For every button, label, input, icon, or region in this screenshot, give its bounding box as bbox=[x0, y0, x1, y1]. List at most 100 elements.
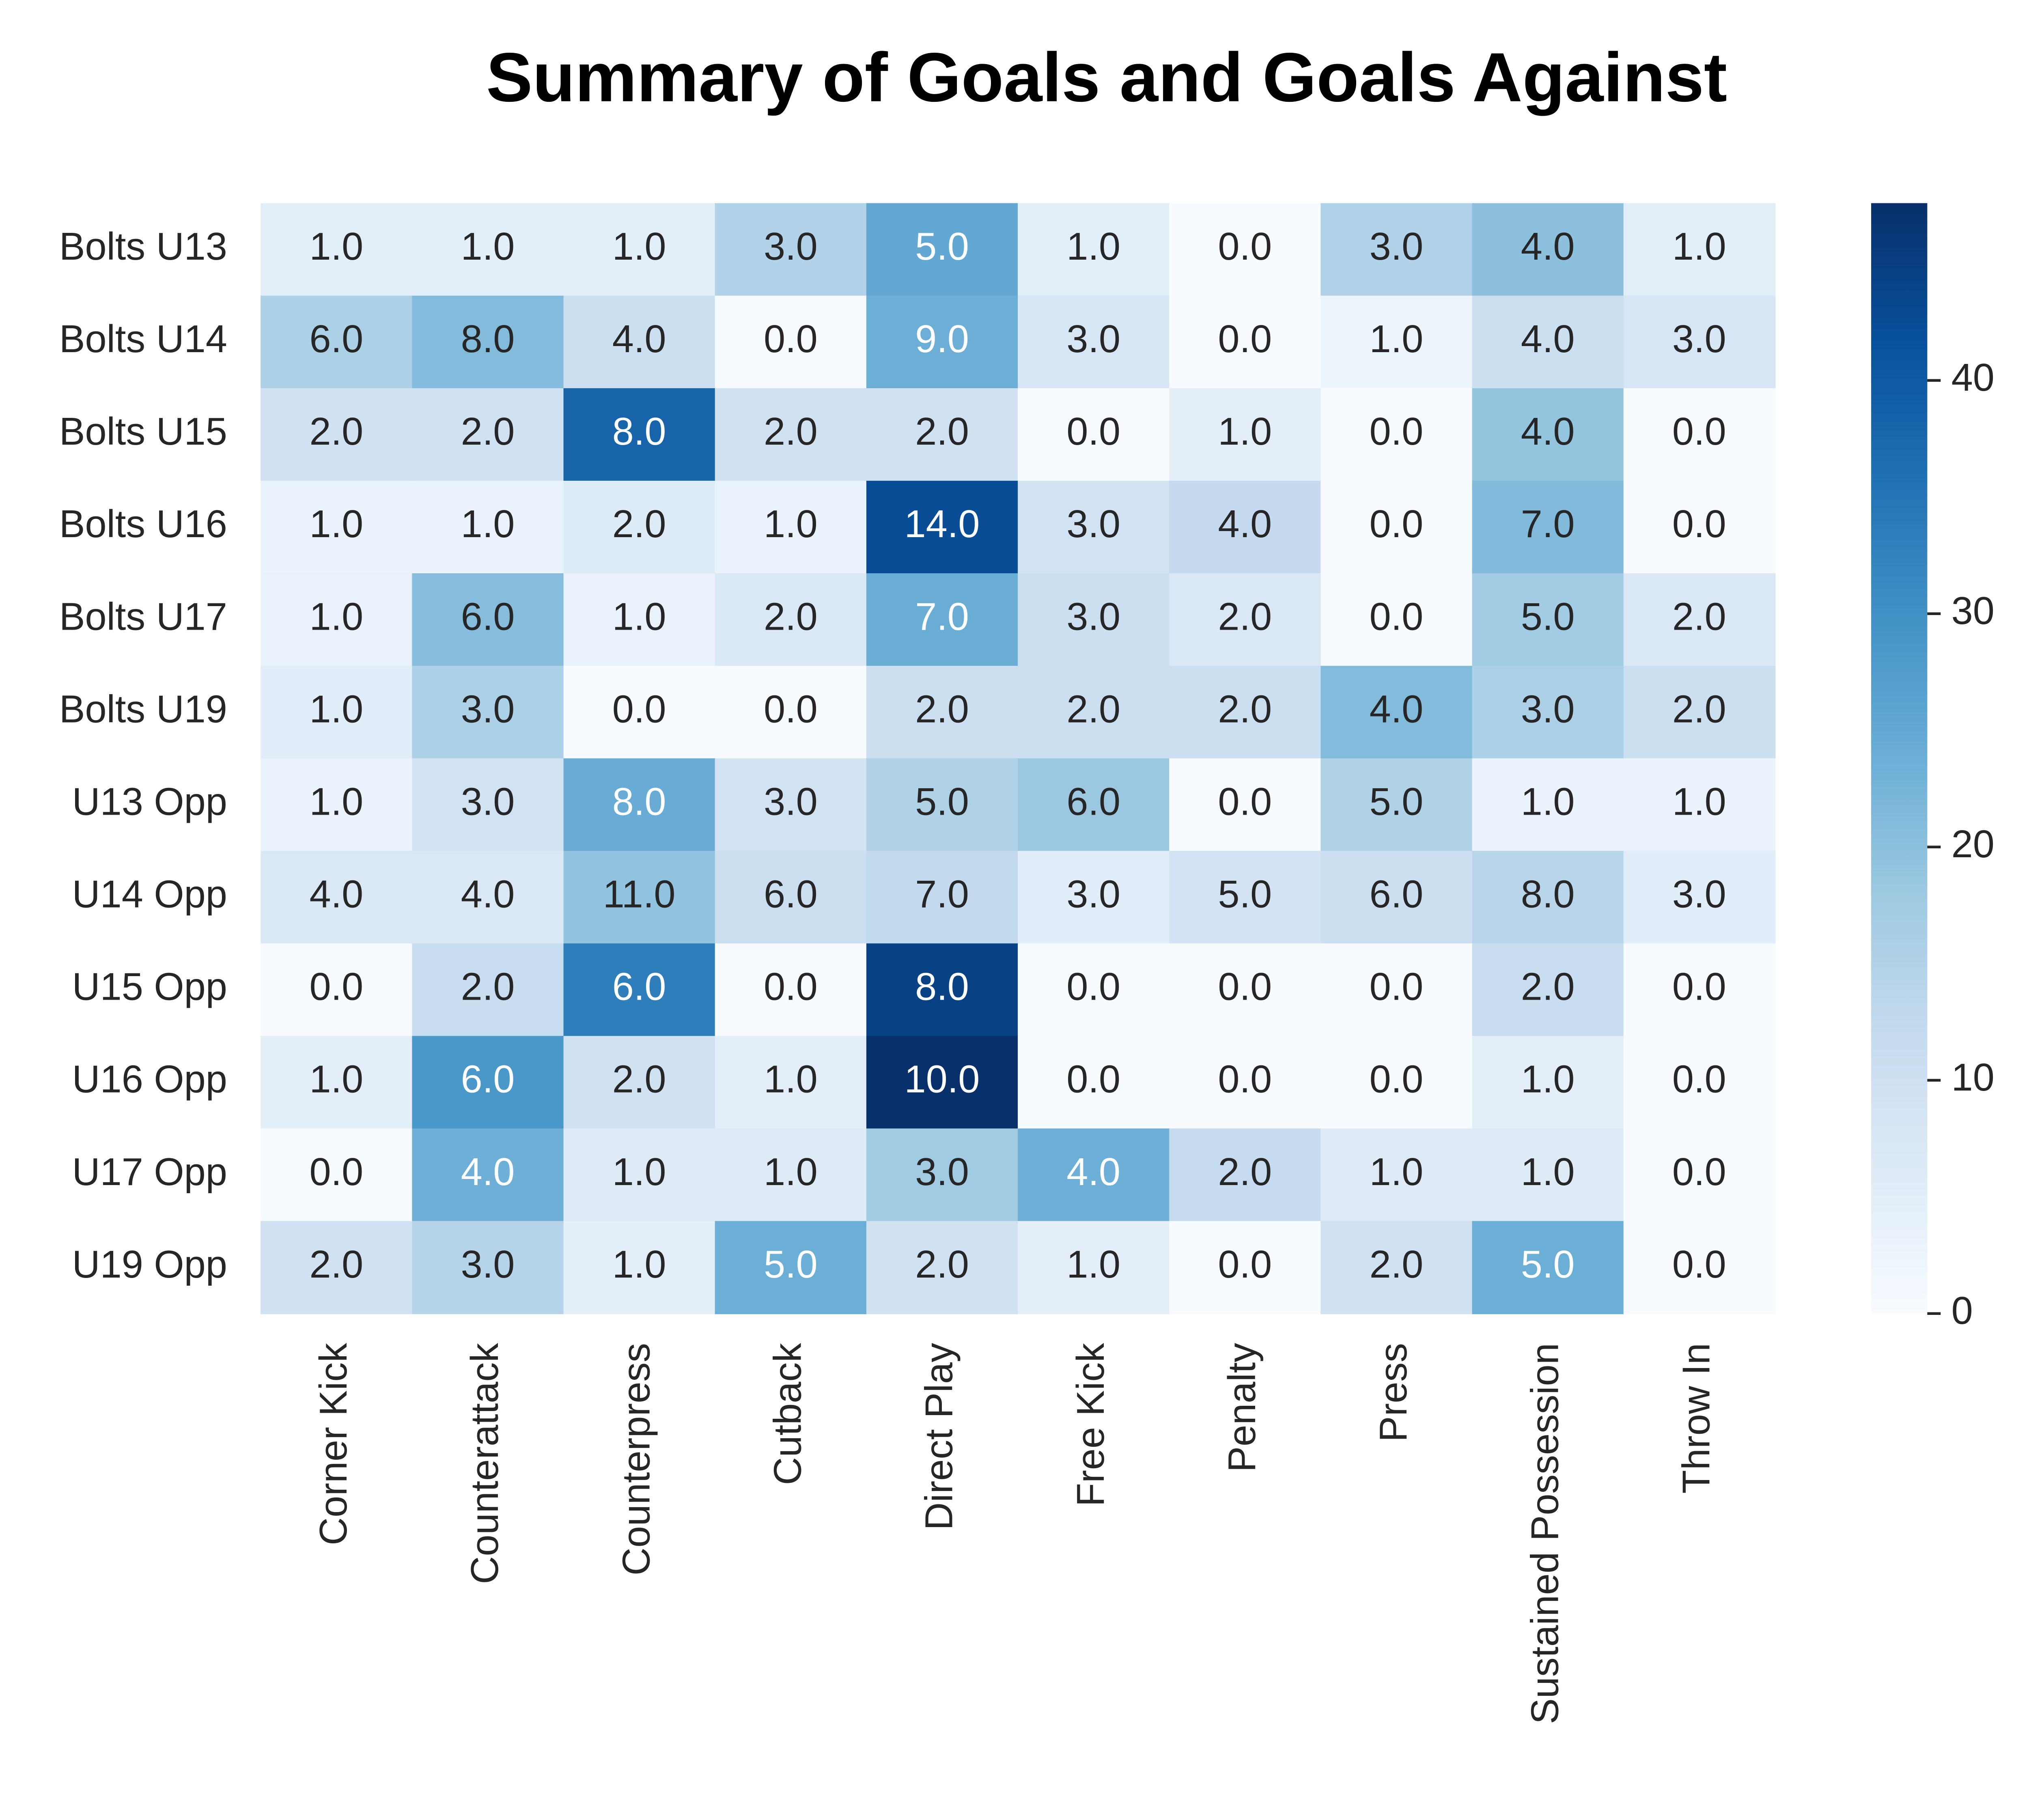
cell-label: 3.0 bbox=[764, 225, 818, 268]
cell-label: 5.0 bbox=[1521, 595, 1575, 638]
heatmap-cell bbox=[1320, 1036, 1473, 1129]
heatmap-cell bbox=[866, 1221, 1019, 1314]
cell-label: 3.0 bbox=[1066, 873, 1120, 916]
cell-label: 3.0 bbox=[1672, 318, 1726, 361]
heatmap-cell bbox=[261, 851, 413, 944]
cell-label: 5.0 bbox=[915, 225, 969, 268]
heatmap-cell bbox=[412, 295, 564, 389]
heatmap-cell bbox=[563, 480, 716, 574]
cell-label: 1.0 bbox=[612, 1151, 666, 1194]
x-tick-label: Sustained Possession bbox=[1523, 1343, 1566, 1724]
cell-label: 1.0 bbox=[1521, 1058, 1575, 1101]
heatmap-cell bbox=[261, 203, 413, 297]
heatmap-cell bbox=[412, 851, 564, 944]
cell-label: 8.0 bbox=[915, 966, 969, 1009]
cell-label: 5.0 bbox=[915, 780, 969, 823]
cell-label: 14.0 bbox=[905, 503, 980, 546]
cell-label: 3.0 bbox=[915, 1151, 969, 1194]
heatmap-cell bbox=[1320, 1221, 1473, 1314]
cell-label: 5.0 bbox=[1218, 873, 1272, 916]
heatmap-cell bbox=[1472, 203, 1624, 297]
heatmap-cell bbox=[715, 666, 867, 759]
cell-label: 1.0 bbox=[1672, 780, 1726, 823]
heatmap-cell bbox=[1018, 573, 1170, 667]
heatmap-cell bbox=[866, 666, 1019, 759]
cell-label: 0.0 bbox=[1672, 1151, 1726, 1194]
cell-label: 0.0 bbox=[1672, 1058, 1726, 1101]
cell-label: 1.0 bbox=[461, 225, 515, 268]
x-tick-label: Counterpress bbox=[615, 1343, 658, 1575]
heatmap-cell bbox=[866, 480, 1019, 574]
y-tick-label: Bolts U13 bbox=[59, 225, 227, 268]
x-tick-label: Penalty bbox=[1221, 1343, 1264, 1472]
heatmap-cell bbox=[1623, 388, 1776, 482]
cell-label: 4.0 bbox=[309, 873, 363, 916]
heatmap-cell bbox=[1169, 666, 1322, 759]
heatmap-cell bbox=[1472, 388, 1624, 482]
heatmap-cell bbox=[1623, 573, 1776, 667]
heatmap-cell bbox=[1623, 480, 1776, 574]
cell-label: 4.0 bbox=[1218, 503, 1272, 546]
heatmap-cell bbox=[1320, 388, 1473, 482]
cell-label: 3.0 bbox=[1521, 688, 1575, 731]
heatmap-cell bbox=[1169, 295, 1322, 389]
heatmap-cell bbox=[412, 480, 564, 574]
colorbar-tick-label: 40 bbox=[1951, 356, 1995, 399]
cell-label: 0.0 bbox=[764, 688, 818, 731]
heatmap-cell bbox=[1169, 1036, 1322, 1129]
heatmap-cell bbox=[1169, 203, 1322, 297]
y-tick-label: U16 Opp bbox=[72, 1058, 227, 1101]
heatmap-cell bbox=[261, 388, 413, 482]
x-tick-label: Free Kick bbox=[1069, 1343, 1112, 1507]
cell-label: 2.0 bbox=[1218, 595, 1272, 638]
heatmap-cell bbox=[715, 851, 867, 944]
heatmap-cell bbox=[1320, 851, 1473, 944]
cell-label: 4.0 bbox=[1521, 318, 1575, 361]
cell-label: 2.0 bbox=[764, 595, 818, 638]
cell-label: 4.0 bbox=[612, 318, 666, 361]
cell-label: 4.0 bbox=[1066, 1151, 1120, 1194]
heatmap-cell bbox=[1623, 1036, 1776, 1129]
cell-label: 1.0 bbox=[309, 688, 363, 731]
heatmap-cell bbox=[261, 758, 413, 852]
cell-label: 2.0 bbox=[461, 966, 515, 1009]
heatmap-cell bbox=[1623, 1128, 1776, 1222]
y-tick-label: Bolts U15 bbox=[59, 410, 227, 453]
cell-label: 2.0 bbox=[1370, 1243, 1424, 1286]
cell-label: 0.0 bbox=[1672, 410, 1726, 453]
heatmap-cell bbox=[1018, 851, 1170, 944]
cell-label: 0.0 bbox=[1370, 1058, 1424, 1101]
heatmap-cell bbox=[261, 480, 413, 574]
heatmap-cell bbox=[715, 388, 867, 482]
cell-label: 6.0 bbox=[309, 318, 363, 361]
heatmap-cell bbox=[1623, 1221, 1776, 1314]
heatmap-cell bbox=[261, 1036, 413, 1129]
heatmap-cell bbox=[563, 758, 716, 852]
heatmap-cell bbox=[1320, 203, 1473, 297]
heatmap-cell bbox=[1472, 480, 1624, 574]
cell-label: 7.0 bbox=[915, 873, 969, 916]
colorbar-label: Percent bbox=[2023, 692, 2029, 825]
y-tick-label: Bolts U19 bbox=[59, 688, 227, 731]
heatmap-cell bbox=[866, 295, 1019, 389]
cell-label: 0.0 bbox=[309, 1151, 363, 1194]
heatmap-cell bbox=[261, 1128, 413, 1222]
cell-label: 7.0 bbox=[1521, 503, 1575, 546]
cell-label: 6.0 bbox=[461, 1058, 515, 1101]
cell-label: 1.0 bbox=[612, 1243, 666, 1286]
cell-label: 0.0 bbox=[309, 966, 363, 1009]
y-tick-label: Bolts U16 bbox=[59, 503, 227, 546]
heatmap-cell bbox=[866, 203, 1019, 297]
x-tick-label: Counterattack bbox=[463, 1343, 506, 1584]
colorbar bbox=[1871, 203, 1928, 1314]
heatmap-cell bbox=[715, 1221, 867, 1314]
x-tick-label: Corner Kick bbox=[312, 1343, 355, 1545]
heatmap-cell bbox=[1018, 388, 1170, 482]
heatmap-cell bbox=[1623, 943, 1776, 1037]
heatmap-cell bbox=[1472, 666, 1624, 759]
cell-label: 1.0 bbox=[1218, 410, 1272, 453]
cell-label: 1.0 bbox=[612, 225, 666, 268]
heatmap-cell bbox=[1018, 758, 1170, 852]
cell-label: 2.0 bbox=[764, 410, 818, 453]
x-tick-label: Press bbox=[1372, 1343, 1415, 1442]
